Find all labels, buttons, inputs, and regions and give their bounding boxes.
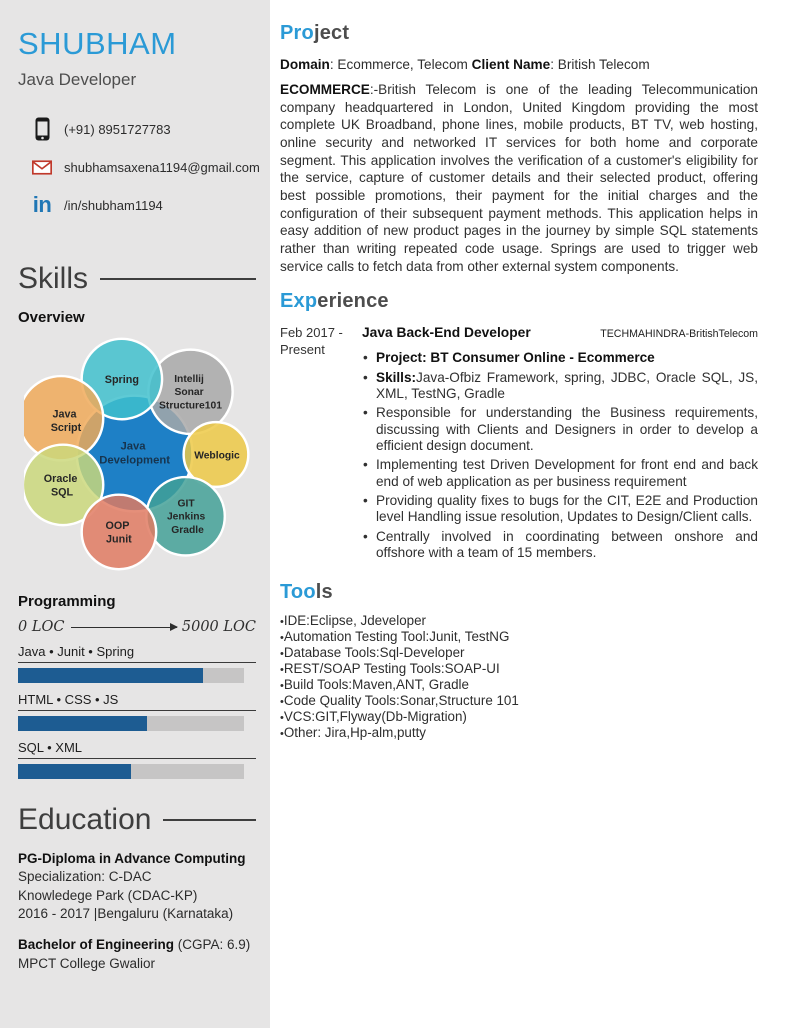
tool-item: IDE:Eclipse, Jdeveloper xyxy=(280,613,758,629)
skill-bar-group-sql: SQL • XML xyxy=(18,740,256,779)
venn-circle-oracle xyxy=(24,443,105,527)
experience-heading: Experience xyxy=(280,290,389,313)
project-description: ECOMMERCE:-British Telecom is one of the… xyxy=(280,82,758,274)
skill-bar-label: SQL • XML xyxy=(18,740,256,759)
experience-bullet: Responsible for understanding the Busine… xyxy=(362,405,758,454)
tool-item: Automation Testing Tool:Junit, TestNG xyxy=(280,629,758,645)
client-name-label: Client Name xyxy=(471,57,551,72)
experience-dates: Feb 2017 - Present xyxy=(280,325,343,358)
venn-label-oop: OOP Junit xyxy=(105,520,132,546)
job-title: Java Back-End Developer xyxy=(362,325,531,341)
heading-rule xyxy=(163,819,256,821)
skills-venn-diagram: Spring Intellij Sonar Structure101 Java … xyxy=(24,337,250,571)
skills-heading-text: Skills xyxy=(18,262,89,295)
skill-bar-fill xyxy=(18,716,147,731)
experience-bullet: Project: BT Consumer Online - Ecommerce xyxy=(362,350,758,367)
education-title: PG-Diploma in Advance Computing xyxy=(18,851,246,866)
tool-item: VCS:GIT,Flyway(Db-Migration) xyxy=(280,709,758,725)
candidate-name: SHUBHAM xyxy=(18,26,177,61)
phone-number: (+91) 8951727783 xyxy=(64,121,171,137)
skill-bar-fill xyxy=(18,764,131,779)
experience-header: Java Back-End Developer TECHMAHINDRA-Bri… xyxy=(362,325,758,340)
contact-list: (+91) 8951727783 shubhamsaxena1194@gmail… xyxy=(18,116,260,218)
venn-circle-weblogic xyxy=(182,420,250,489)
education-heading: Education xyxy=(18,803,256,837)
skill-bar-group-java: Java • Junit • Spring xyxy=(18,644,256,683)
tool-item: Code Quality Tools:Sonar,Structure 101 xyxy=(280,693,758,709)
skill-bar-fill xyxy=(18,668,204,683)
venn-label-weblogic: Weblogic xyxy=(194,450,240,461)
contact-phone-row: (+91) 8951727783 xyxy=(18,116,256,142)
tool-item: Other: Jira,Hp-alm,putty xyxy=(280,725,758,741)
education-line: Knowledege Park (CDAC-KP) xyxy=(18,887,198,903)
phone-icon xyxy=(18,117,52,141)
sidebar: SHUBHAM Java Developer (+91) 8951727783 xyxy=(0,0,270,1028)
contact-linkedin-row[interactable]: in /in/shubham1194 xyxy=(18,192,256,218)
education-title: Bachelor of Engineering (CGPA: 6.9) xyxy=(18,937,251,953)
venn-label-java-development: Java Development xyxy=(99,441,170,467)
experience-details: Java Back-End Developer TECHMAHINDRA-Bri… xyxy=(362,325,758,564)
skill-bar-track xyxy=(18,668,244,683)
education-heading-text: Education xyxy=(18,803,152,836)
tool-item: Database Tools:Sql-Developer xyxy=(280,645,758,661)
tools-heading: Tools xyxy=(280,581,333,604)
linkedin-icon: in xyxy=(18,194,52,216)
linkedin-handle[interactable]: /in/shubham1194 xyxy=(64,197,163,213)
venn-label-spring: Spring xyxy=(105,374,139,386)
venn-circle-oop xyxy=(80,493,158,571)
experience-bullet: Centrally involved in coordinating betwe… xyxy=(362,529,758,562)
experience-bullet-list: Project: BT Consumer Online - Ecommerce … xyxy=(362,350,758,561)
skill-bar-group-web: HTML • CSS • JS xyxy=(18,692,256,731)
education-entry-pg-diploma: PG-Diploma in Advance Computing Speciali… xyxy=(18,850,256,923)
venn-label-intellij: Intellij Sonar Structure101 xyxy=(159,374,222,411)
skill-bar-track xyxy=(18,716,244,731)
tools-list: IDE:Eclipse, Jdeveloper Automation Testi… xyxy=(280,613,758,741)
contact-email-row[interactable]: shubhamsaxena1194@gmail.com xyxy=(18,154,260,180)
skill-bar-track xyxy=(18,764,244,779)
main-content: Project Domain: Ecommerce, Telecom Clien… xyxy=(270,0,794,1028)
skill-bar-label: Java • Junit • Spring xyxy=(18,644,256,663)
tool-item: REST/SOAP Testing Tools:SOAP-UI xyxy=(280,661,758,677)
venn-label-oracle: Oracle SQL xyxy=(44,473,81,499)
tool-item: Build Tools:Maven,ANT, Gradle xyxy=(280,677,758,693)
loc-scale: 0 LOC 5000 LOC xyxy=(18,619,256,635)
email-icon xyxy=(18,159,52,176)
venn-label-git: GIT Jenkins Gradle xyxy=(167,498,208,535)
project-meta: Domain: Ecommerce, Telecom Client Name: … xyxy=(280,57,650,72)
venn-label-javascript: Java Script xyxy=(51,408,82,434)
loc-min-label: 0 LOC xyxy=(18,619,65,635)
programming-label: Programming xyxy=(18,593,116,610)
loc-arrow-icon xyxy=(71,623,179,631)
experience-bullet: Skills:Java-Ofbiz Framework, spring, JDB… xyxy=(362,370,758,403)
heading-rule xyxy=(100,278,256,280)
project-heading: Project xyxy=(280,22,350,44)
linkedin-glyph: in xyxy=(32,192,52,217)
skill-bar-label: HTML • CSS • JS xyxy=(18,692,256,711)
venn-circle-spring xyxy=(80,337,164,421)
domain-label: Domain xyxy=(280,57,330,72)
experience-bullet: Implementing test Driven Development for… xyxy=(362,457,758,490)
education-line: MPCT College Gwalior xyxy=(18,955,156,971)
education-line: 2016 - 2017 |Bengaluru (Karnataka) xyxy=(18,906,234,922)
education-line: Specialization: C-DAC xyxy=(18,869,152,885)
loc-max-label: 5000 LOC xyxy=(181,619,256,635)
education-entry-bachelor: Bachelor of Engineering (CGPA: 6.9) MPCT… xyxy=(18,936,256,973)
candidate-role: Java Developer xyxy=(18,70,137,89)
skills-heading: Skills xyxy=(18,262,256,296)
skills-overview-label: Overview xyxy=(18,309,85,326)
company-name: TECHMAHINDRA-BritishTelecom xyxy=(600,328,758,341)
experience-entry: Feb 2017 - Present Java Back-End Develop… xyxy=(280,325,758,564)
email-address[interactable]: shubhamsaxena1194@gmail.com xyxy=(64,159,260,175)
experience-bullet: Providing quality fixes to bugs for the … xyxy=(362,493,758,526)
